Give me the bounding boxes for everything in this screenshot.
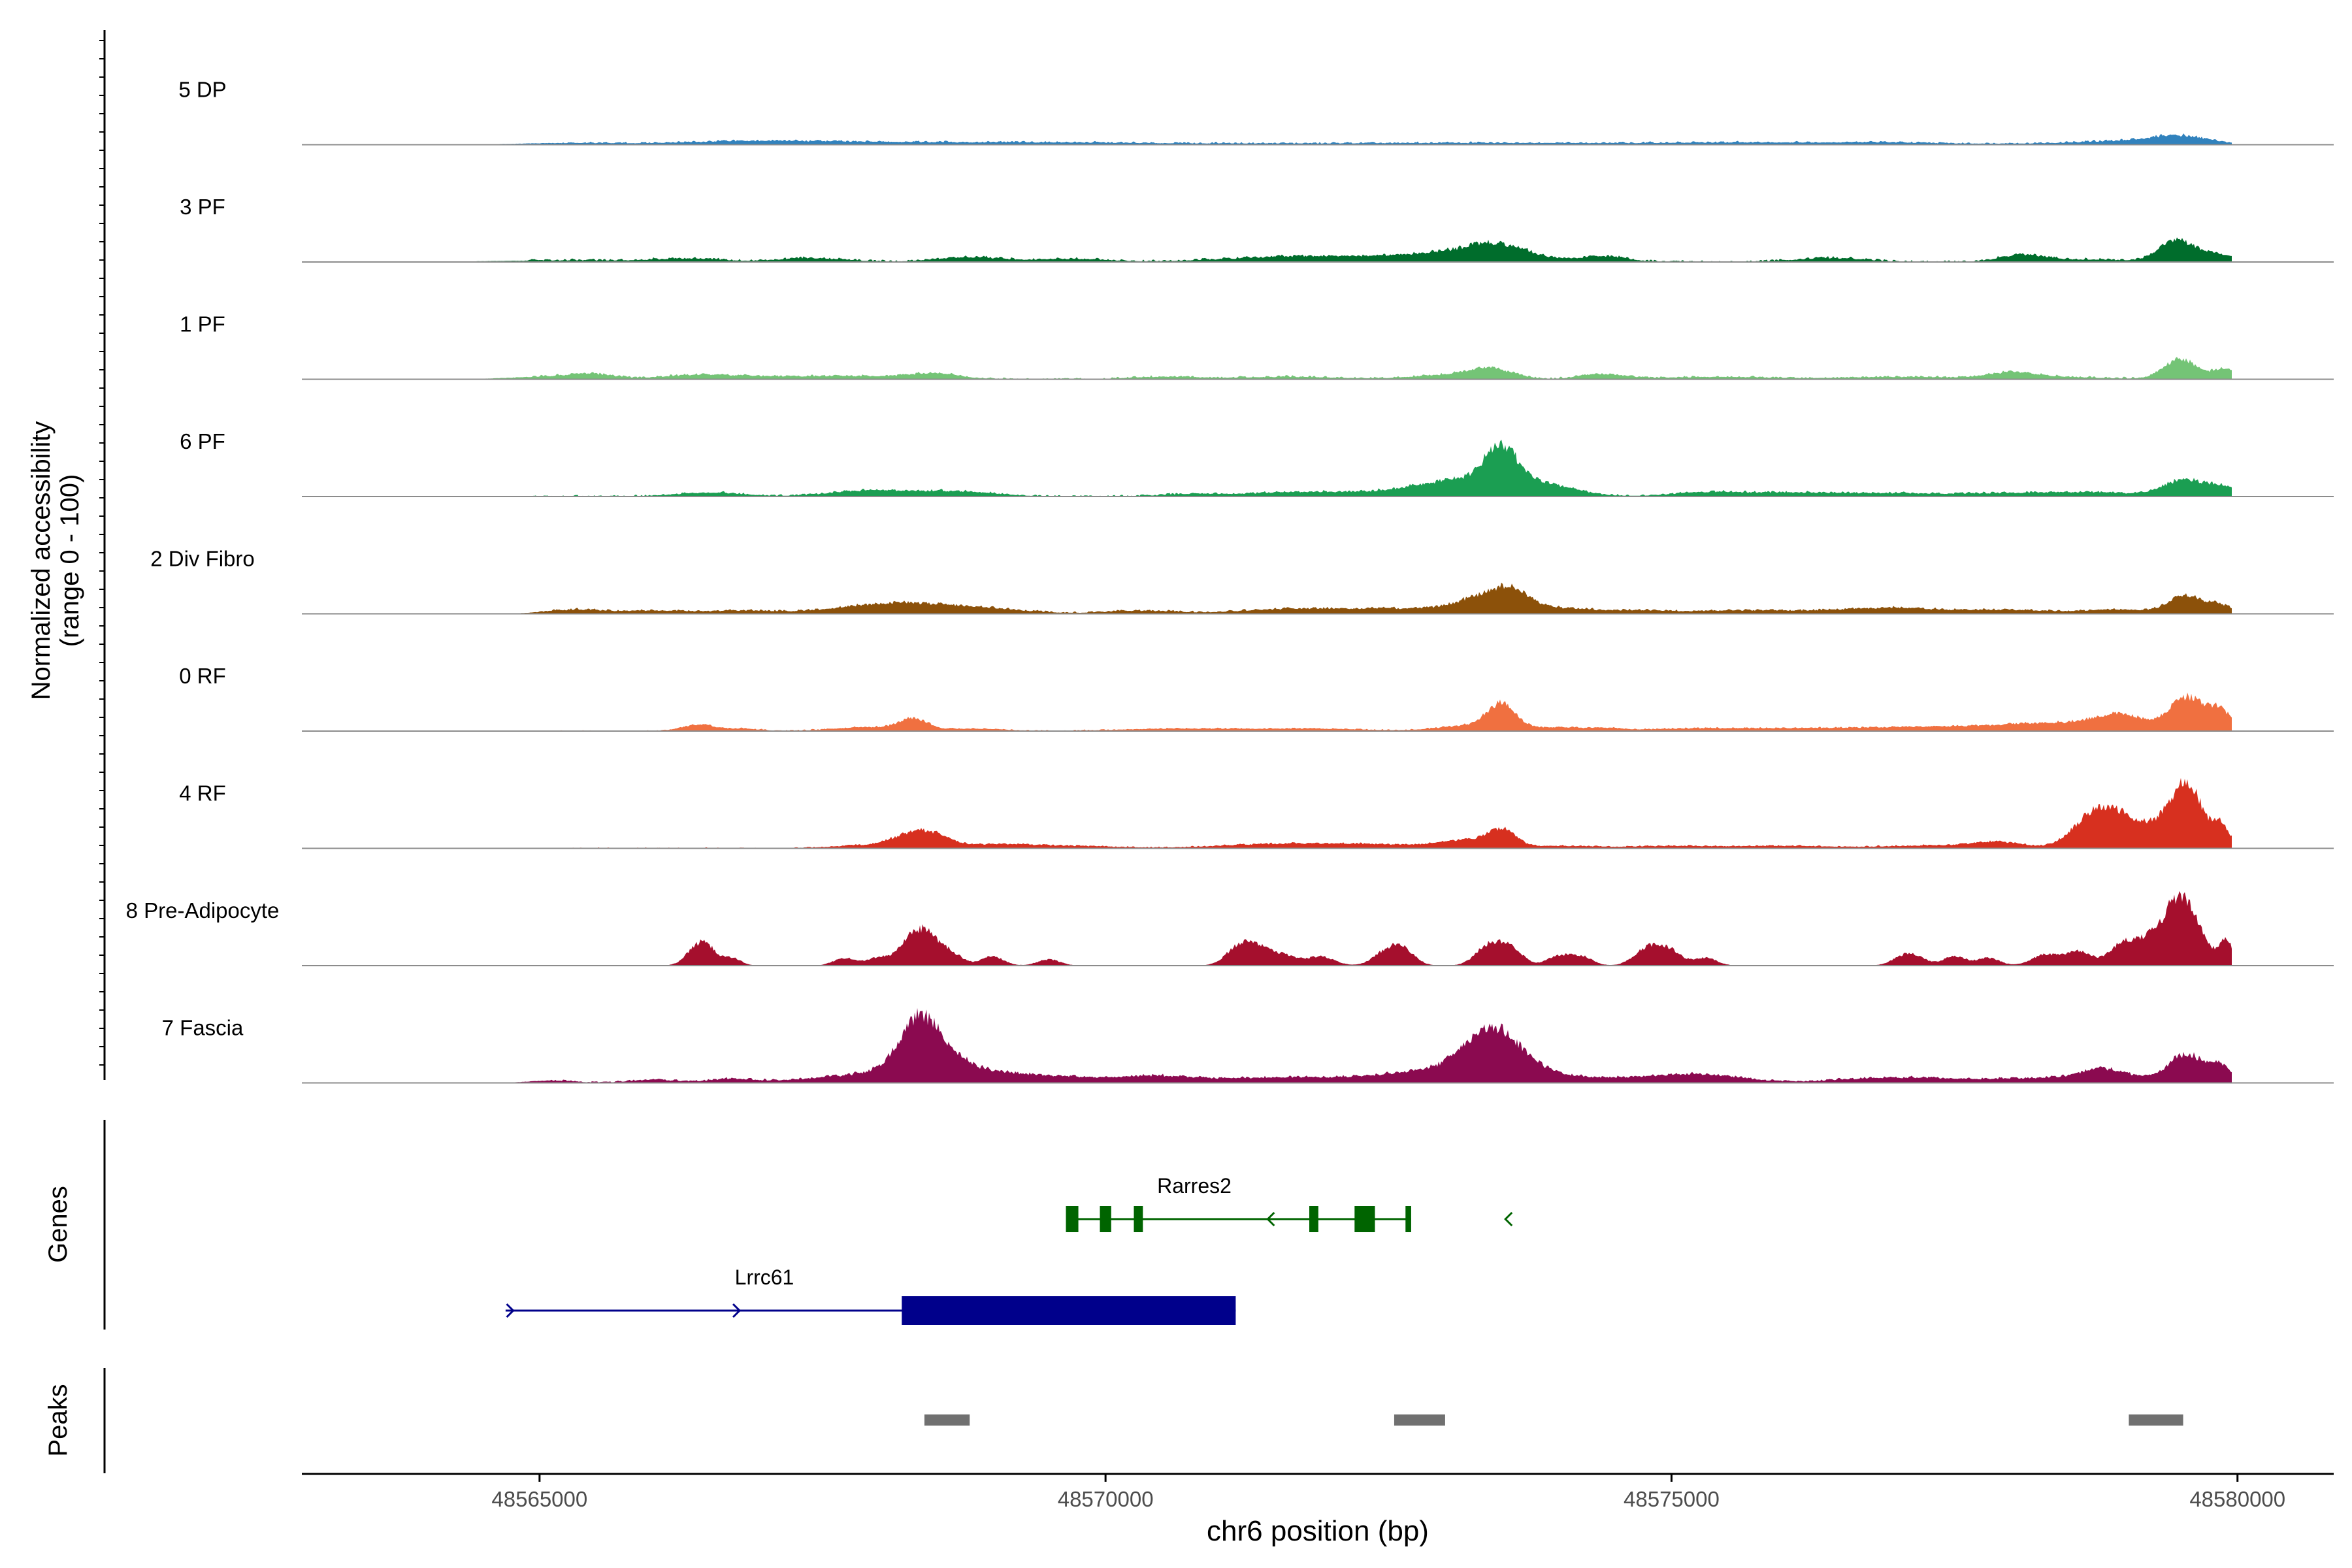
track-4-rf: 4 RF bbox=[179, 777, 2334, 849]
track-label: 1 PF bbox=[180, 312, 225, 336]
coverage-area bbox=[302, 693, 2232, 731]
coverage-area bbox=[302, 1007, 2232, 1083]
gene-rarres2: Rarres2 bbox=[1066, 1174, 1513, 1232]
peak-region-bar bbox=[2129, 1414, 2183, 1426]
gene-exon bbox=[1134, 1206, 1143, 1232]
genes-panel-label: Genes bbox=[44, 1186, 73, 1263]
track-0-rf: 0 RF bbox=[179, 664, 2334, 732]
peak-region-bar bbox=[924, 1414, 970, 1426]
coverage-area bbox=[302, 439, 2232, 497]
gene-lrrc61: Lrrc61 bbox=[505, 1266, 1236, 1325]
coverage-y-axis-ticks bbox=[99, 40, 105, 1066]
x-axis-ticks: 48565000 48570000 48575000 48580000 bbox=[491, 1474, 2285, 1511]
gene-exon bbox=[902, 1296, 1236, 1325]
track-1-pf: 1 PF bbox=[180, 312, 2334, 380]
strand-arrow bbox=[1504, 1211, 1513, 1227]
gene-exon bbox=[1309, 1206, 1318, 1232]
track-label: 8 Pre-Adipocyte bbox=[126, 898, 280, 923]
strand-arrow bbox=[506, 1303, 515, 1318]
gene-label: Lrrc61 bbox=[735, 1266, 794, 1289]
coverage-area bbox=[302, 357, 2232, 380]
coverage-area bbox=[302, 133, 2232, 145]
x-tick-label: 48570000 bbox=[1058, 1487, 1154, 1511]
y-axis-label-line2: (range 0 - 100) bbox=[56, 474, 84, 647]
coverage-area bbox=[302, 890, 2232, 966]
track-label: 3 PF bbox=[180, 195, 225, 219]
track-label: 2 Div Fibro bbox=[150, 547, 255, 571]
y-axis-label-line1: Normalized accessibility bbox=[27, 421, 56, 700]
coverage-area bbox=[302, 237, 2232, 262]
coverage-area bbox=[302, 777, 2232, 849]
track-7-fascia: 7 Fascia bbox=[162, 1007, 2334, 1084]
peak-regions bbox=[924, 1414, 2183, 1426]
peaks-panel-label: Peaks bbox=[44, 1384, 73, 1456]
track-label: 5 DP bbox=[178, 78, 226, 102]
gene-label: Rarres2 bbox=[1157, 1174, 1232, 1198]
x-tick-label: 48565000 bbox=[491, 1487, 587, 1511]
track-label: 7 Fascia bbox=[162, 1016, 244, 1040]
peak-region-bar bbox=[1394, 1414, 1445, 1426]
gene-exon bbox=[1354, 1206, 1375, 1232]
track-5-dp: 5 DP bbox=[178, 78, 2334, 146]
gene-exon bbox=[1066, 1206, 1079, 1232]
track-3-pf: 3 PF bbox=[180, 195, 2334, 263]
coverage-area bbox=[302, 582, 2232, 614]
track-label: 6 PF bbox=[180, 429, 225, 453]
track-label: 0 RF bbox=[179, 664, 226, 688]
coverage-tracks: 5 DP 3 PF 1 PF 6 PF 2 Div Fibro 0 RF 4 RF 8 Pre… bbox=[126, 78, 2334, 1084]
track-2-div-fibro: 2 Div Fibro bbox=[150, 547, 2334, 615]
strand-arrow bbox=[732, 1303, 742, 1318]
track-6-pf: 6 PF bbox=[180, 429, 2334, 497]
x-axis-label: chr6 position (bp) bbox=[1207, 1515, 1429, 1547]
x-tick-label: 48575000 bbox=[1624, 1487, 1720, 1511]
track-label: 4 RF bbox=[179, 781, 226, 806]
track-8-pre-adipocyte: 8 Pre-Adipocyte bbox=[126, 890, 2334, 966]
x-tick-label: 48580000 bbox=[2189, 1487, 2285, 1511]
gene-exon bbox=[1405, 1206, 1411, 1232]
gene-annotations: Rarres2 Lrrc61 bbox=[505, 1174, 1513, 1325]
gene-exon bbox=[1100, 1206, 1111, 1232]
strand-arrow bbox=[1266, 1211, 1275, 1227]
